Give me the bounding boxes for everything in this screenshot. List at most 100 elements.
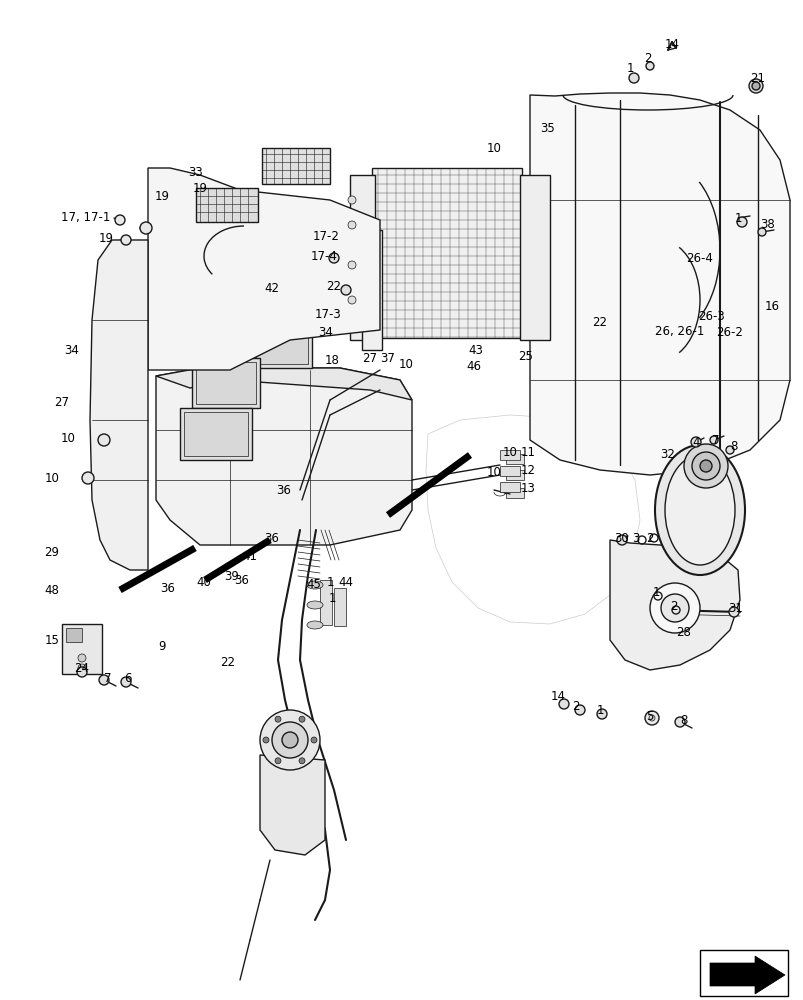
Bar <box>196 188 258 222</box>
Bar <box>505 488 524 498</box>
Bar <box>251 328 312 368</box>
Circle shape <box>628 73 638 83</box>
Circle shape <box>690 437 700 447</box>
Text: 46: 46 <box>466 360 481 372</box>
Text: 5: 5 <box>646 710 653 722</box>
Circle shape <box>263 737 269 743</box>
Text: 7: 7 <box>711 434 719 446</box>
Text: 22: 22 <box>326 279 341 292</box>
Circle shape <box>616 535 626 545</box>
Bar <box>372 168 521 338</box>
Circle shape <box>725 446 733 454</box>
Text: 36: 36 <box>276 484 291 496</box>
Text: 29: 29 <box>44 546 59 558</box>
Text: 17-4: 17-4 <box>310 249 337 262</box>
Text: 36: 36 <box>161 582 175 594</box>
Polygon shape <box>609 540 739 670</box>
Text: 11: 11 <box>520 446 535 458</box>
Text: 17-3: 17-3 <box>314 308 341 320</box>
Bar <box>505 454 524 464</box>
Ellipse shape <box>307 621 323 629</box>
Text: 27: 27 <box>362 352 377 364</box>
Circle shape <box>271 722 308 758</box>
Text: 8: 8 <box>679 714 687 726</box>
Text: 1: 1 <box>626 62 633 75</box>
Text: 42: 42 <box>264 282 279 294</box>
Ellipse shape <box>664 455 734 565</box>
Text: 26-4: 26-4 <box>686 251 712 264</box>
Polygon shape <box>156 368 411 400</box>
Bar <box>192 358 259 408</box>
Text: 19: 19 <box>99 232 113 244</box>
Polygon shape <box>259 755 324 855</box>
Text: 24: 24 <box>75 662 89 674</box>
Bar <box>180 408 251 460</box>
Circle shape <box>115 215 124 225</box>
Text: 10: 10 <box>486 142 501 155</box>
Circle shape <box>78 654 86 662</box>
Bar <box>520 175 549 340</box>
Circle shape <box>751 82 759 90</box>
Text: 2: 2 <box>670 599 677 612</box>
Text: 45: 45 <box>306 578 321 591</box>
Circle shape <box>736 217 746 227</box>
Text: 17, 17-1: 17, 17-1 <box>61 212 111 225</box>
Circle shape <box>558 699 569 709</box>
Circle shape <box>82 472 94 484</box>
Bar <box>499 482 520 492</box>
Circle shape <box>348 296 356 304</box>
Bar <box>505 470 524 480</box>
Text: 26-2: 26-2 <box>715 326 743 338</box>
Circle shape <box>275 758 281 764</box>
Text: 33: 33 <box>189 166 203 179</box>
Text: 19: 19 <box>192 182 207 195</box>
Text: 40: 40 <box>196 576 211 588</box>
Text: 7: 7 <box>104 672 112 684</box>
Text: 34: 34 <box>318 326 333 338</box>
Circle shape <box>683 444 727 488</box>
Circle shape <box>574 705 585 715</box>
Circle shape <box>328 253 339 263</box>
Bar <box>499 450 520 460</box>
Text: 10: 10 <box>398 358 413 370</box>
Text: 15: 15 <box>44 635 59 648</box>
Bar <box>333 588 345 626</box>
Text: 22: 22 <box>220 656 235 668</box>
Text: 26-3: 26-3 <box>698 310 724 322</box>
Bar <box>361 230 381 350</box>
Text: 6: 6 <box>124 672 132 684</box>
Circle shape <box>649 583 699 633</box>
Text: 10: 10 <box>486 466 501 479</box>
Circle shape <box>348 196 356 204</box>
Text: 26, 26-1: 26, 26-1 <box>654 326 703 338</box>
Text: 22: 22 <box>592 316 607 328</box>
Text: 31: 31 <box>728 601 743 614</box>
Text: 14: 14 <box>663 38 679 51</box>
Polygon shape <box>156 368 411 545</box>
Text: 39: 39 <box>224 570 239 582</box>
Text: 10: 10 <box>60 432 75 444</box>
Polygon shape <box>529 93 789 475</box>
Text: 18: 18 <box>324 354 339 366</box>
Text: 9: 9 <box>158 640 165 652</box>
Text: 17-2: 17-2 <box>312 230 339 242</box>
Text: 13: 13 <box>520 482 535 494</box>
Circle shape <box>99 675 109 685</box>
Bar <box>255 332 308 364</box>
Text: 1: 1 <box>326 576 333 588</box>
Circle shape <box>348 221 356 229</box>
Text: 44: 44 <box>338 576 353 588</box>
Bar <box>196 362 255 404</box>
Text: 3: 3 <box>631 532 639 544</box>
Text: 25: 25 <box>518 350 532 362</box>
Bar <box>349 175 374 340</box>
Circle shape <box>645 62 653 70</box>
Polygon shape <box>90 240 148 570</box>
Text: 37: 37 <box>380 352 395 364</box>
Circle shape <box>757 228 765 236</box>
Text: 10: 10 <box>502 446 517 458</box>
Circle shape <box>648 715 654 721</box>
Text: 2: 2 <box>572 700 579 712</box>
Text: 2: 2 <box>646 532 653 544</box>
Text: 36: 36 <box>264 532 279 544</box>
